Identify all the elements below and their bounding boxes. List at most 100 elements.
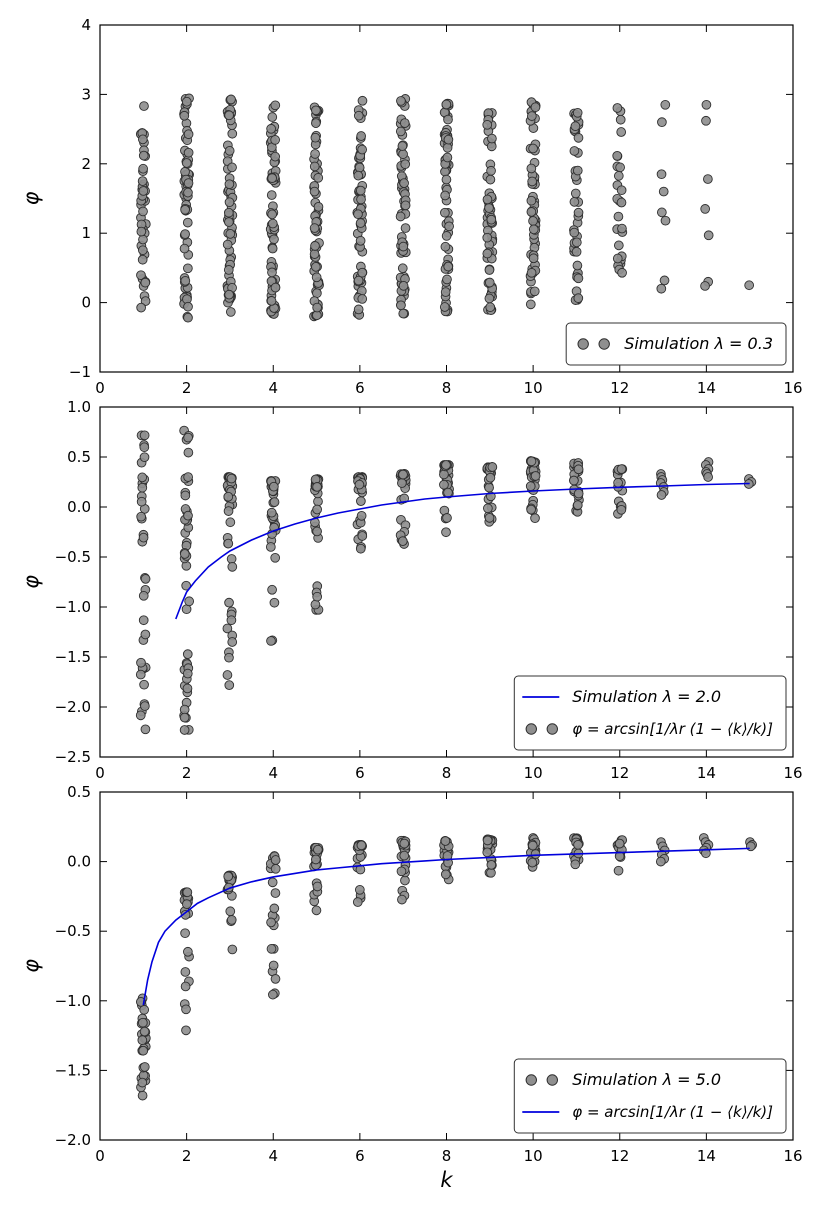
data-point [224, 179, 235, 190]
data-point [484, 265, 495, 275]
data-point [266, 917, 276, 928]
data-point [703, 472, 713, 482]
scatter-points [135, 833, 758, 1101]
data-point [442, 851, 453, 861]
data-point [140, 724, 151, 735]
y-tick-label: −2.0 [55, 698, 91, 716]
data-point [180, 910, 191, 920]
x-tick-label: 12 [610, 379, 629, 397]
data-point [227, 637, 238, 647]
data-point [398, 149, 408, 160]
data-point [140, 629, 151, 640]
data-point [267, 173, 278, 184]
x-tick-label: 8 [442, 379, 452, 397]
data-point [268, 989, 278, 1000]
data-point [569, 197, 580, 207]
data-point [701, 99, 712, 110]
data-point [180, 204, 190, 215]
data-point [617, 223, 627, 234]
axes-ticks: 0 2 4 6 8 10 12 14 16 −2.0 −1.5 −1.0 −0.5 0.0 0.5 [55, 783, 803, 1165]
data-point [353, 110, 364, 121]
data-point [487, 462, 498, 472]
data-point [270, 100, 281, 111]
data-point [139, 442, 150, 453]
x-tick-label: 10 [524, 764, 543, 782]
data-point [615, 114, 626, 125]
data-point [224, 652, 234, 663]
x-tick-label: 12 [610, 1147, 629, 1165]
data-point [267, 267, 277, 278]
data-point [179, 110, 190, 121]
x-tick-label: 2 [182, 1147, 192, 1165]
data-point [136, 511, 147, 522]
data-point [313, 844, 323, 855]
data-point [224, 680, 235, 690]
y-tick-label: 1 [81, 224, 91, 242]
data-point [613, 240, 624, 251]
data-point [183, 510, 193, 521]
data-point [397, 894, 407, 905]
x-tick-label: 0 [95, 1147, 105, 1165]
data-point [656, 169, 667, 180]
data-point [400, 875, 410, 886]
data-point [530, 513, 540, 524]
data-point [310, 132, 321, 143]
data-point [482, 194, 493, 205]
data-point [613, 865, 624, 876]
y-tick-label: −1.0 [55, 598, 91, 616]
data-point [569, 146, 580, 156]
x-tick-label: 16 [783, 379, 802, 397]
data-point [572, 165, 583, 176]
data-point [270, 974, 281, 984]
data-point [140, 296, 151, 306]
data-point [312, 504, 322, 515]
data-point [398, 308, 409, 319]
data-point [181, 1004, 191, 1015]
legend-scatter-marker-icon [546, 1074, 558, 1086]
panel-3: 0 2 4 6 8 10 12 14 16 −2.0 −1.5 −1.0 −0.5 0.0 0.5 φ k Sim… [19, 783, 803, 1192]
data-point [482, 248, 493, 259]
x-tick-label: 4 [268, 1147, 278, 1165]
y-tick-label: −1.5 [55, 648, 91, 666]
data-point [527, 857, 538, 868]
data-point [181, 96, 192, 107]
data-point [530, 102, 541, 113]
data-point [660, 215, 671, 226]
data-point [656, 490, 667, 500]
data-point [140, 574, 151, 584]
data-point [136, 270, 146, 281]
data-point [183, 263, 193, 274]
data-point [138, 615, 149, 626]
data-point [572, 107, 583, 118]
data-point [183, 187, 193, 198]
data-point [617, 267, 627, 278]
data-point [224, 217, 234, 227]
data-point [570, 859, 581, 870]
data-point [180, 275, 191, 286]
data-point [138, 1045, 149, 1056]
x-tick-label: 6 [355, 764, 365, 782]
y-tick-label: 0.0 [67, 853, 91, 871]
data-point [526, 163, 537, 174]
y-axis-label: φ [19, 575, 43, 589]
data-point [526, 111, 537, 121]
x-tick-label: 8 [442, 1147, 452, 1165]
data-point [225, 229, 236, 239]
data-point [139, 101, 149, 111]
data-point [482, 847, 493, 858]
y-tick-label: −2.5 [55, 748, 91, 766]
data-point [573, 133, 584, 143]
plot-frame [99, 791, 794, 1141]
data-point [139, 679, 149, 690]
data-point [397, 536, 408, 546]
data-point [616, 197, 627, 208]
data-point [613, 477, 623, 488]
data-point [312, 591, 323, 602]
data-point [137, 245, 148, 256]
data-point [352, 897, 363, 907]
data-point [136, 496, 147, 507]
data-point [616, 464, 627, 474]
data-point [701, 115, 711, 126]
data-point [182, 683, 193, 694]
data-point [357, 294, 368, 304]
